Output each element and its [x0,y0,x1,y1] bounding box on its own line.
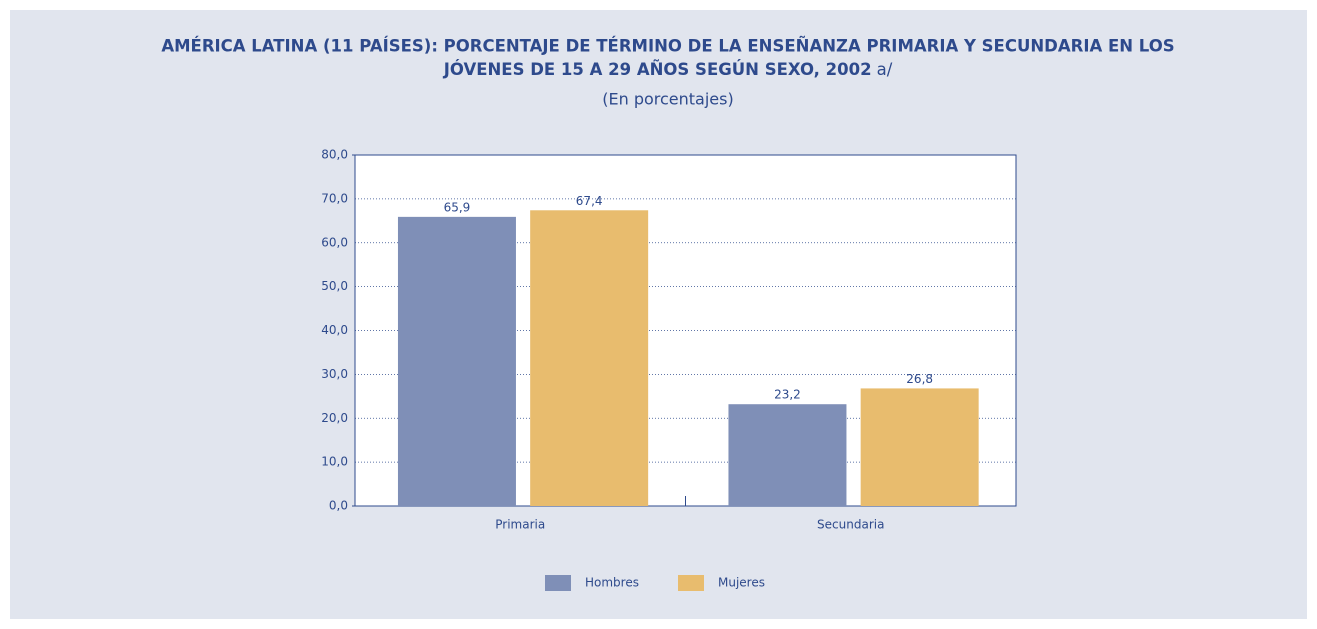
legend-swatch [545,575,571,591]
x-tick-label: Primaria [495,518,545,532]
bar [530,210,649,506]
y-tick-label: 20,0 [321,411,348,425]
chart-title-line: JÓVENES DE 15 A 29 AÑOS SEGÚN SEXO, 2002 [443,60,872,79]
legend-label: Mujeres [718,576,765,590]
legend-label: Hombres [585,576,639,590]
y-tick-label: 60,0 [321,235,348,249]
bar [728,404,847,506]
data-label: 23,2 [774,388,801,402]
chart-title: AMÉRICA LATINA (11 PAÍSES): PORCENTAJE D… [161,37,1174,56]
data-label: 26,8 [906,372,933,386]
y-tick-label: 40,0 [321,323,348,337]
y-tick-label: 30,0 [321,367,348,381]
bar [397,216,516,506]
y-tick-label: 50,0 [321,279,348,293]
data-label: 67,4 [576,194,603,208]
y-tick-label: 0,0 [329,499,348,513]
title-note: a/ [877,60,893,79]
y-tick-label: 70,0 [321,191,348,205]
x-tick-label: Secundaria [817,518,884,532]
bar [860,388,979,506]
legend-swatch [678,575,704,591]
data-label: 65,9 [444,200,471,214]
y-tick-label: 10,0 [321,455,348,469]
chart-title: JÓVENES DE 15 A 29 AÑOS SEGÚN SEXO, 2002… [443,60,893,79]
chart-subtitle: (En porcentajes) [602,90,733,109]
y-tick-label: 80,0 [321,148,348,162]
